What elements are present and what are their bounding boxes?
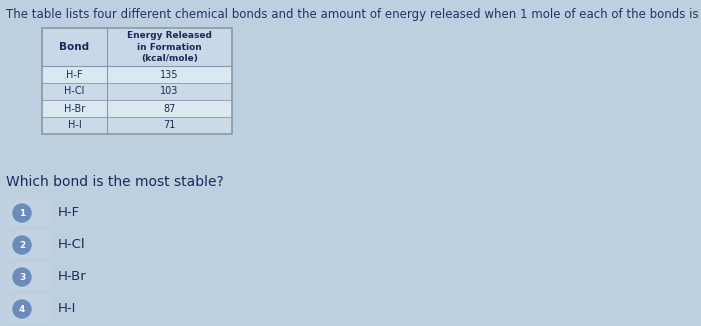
FancyBboxPatch shape [8, 199, 52, 227]
Text: Bond: Bond [60, 42, 90, 52]
Text: Energy Released
in Formation
(kcal/mole): Energy Released in Formation (kcal/mole) [127, 31, 212, 63]
Text: 71: 71 [163, 121, 176, 130]
Text: 135: 135 [161, 69, 179, 80]
Circle shape [13, 204, 31, 222]
Bar [42, 66, 232, 83]
Text: 2: 2 [19, 241, 25, 249]
Bar [42, 83, 232, 100]
Text: 103: 103 [161, 86, 179, 96]
Circle shape [13, 268, 31, 286]
Text: 87: 87 [163, 103, 176, 113]
Bar [42, 28, 232, 134]
Text: 1: 1 [19, 209, 25, 217]
Text: 4: 4 [19, 304, 25, 314]
Text: Which bond is the most stable?: Which bond is the most stable? [6, 175, 224, 189]
FancyBboxPatch shape [8, 295, 52, 323]
Text: H-Cl: H-Cl [58, 239, 86, 251]
Text: H-F: H-F [67, 69, 83, 80]
Text: H-Cl: H-Cl [64, 86, 85, 96]
Text: H-F: H-F [58, 206, 80, 219]
Bar [42, 117, 232, 134]
Bar [42, 100, 232, 117]
Bar [42, 28, 232, 66]
FancyBboxPatch shape [8, 263, 52, 291]
Circle shape [13, 300, 31, 318]
Text: The table lists four different chemical bonds and the amount of energy released : The table lists four different chemical … [6, 8, 701, 21]
Text: H-Br: H-Br [64, 103, 85, 113]
Text: H-I: H-I [58, 303, 76, 316]
Text: 3: 3 [19, 273, 25, 281]
Circle shape [13, 236, 31, 254]
Text: H-I: H-I [67, 121, 81, 130]
Text: H-Br: H-Br [58, 271, 87, 284]
FancyBboxPatch shape [8, 231, 52, 259]
